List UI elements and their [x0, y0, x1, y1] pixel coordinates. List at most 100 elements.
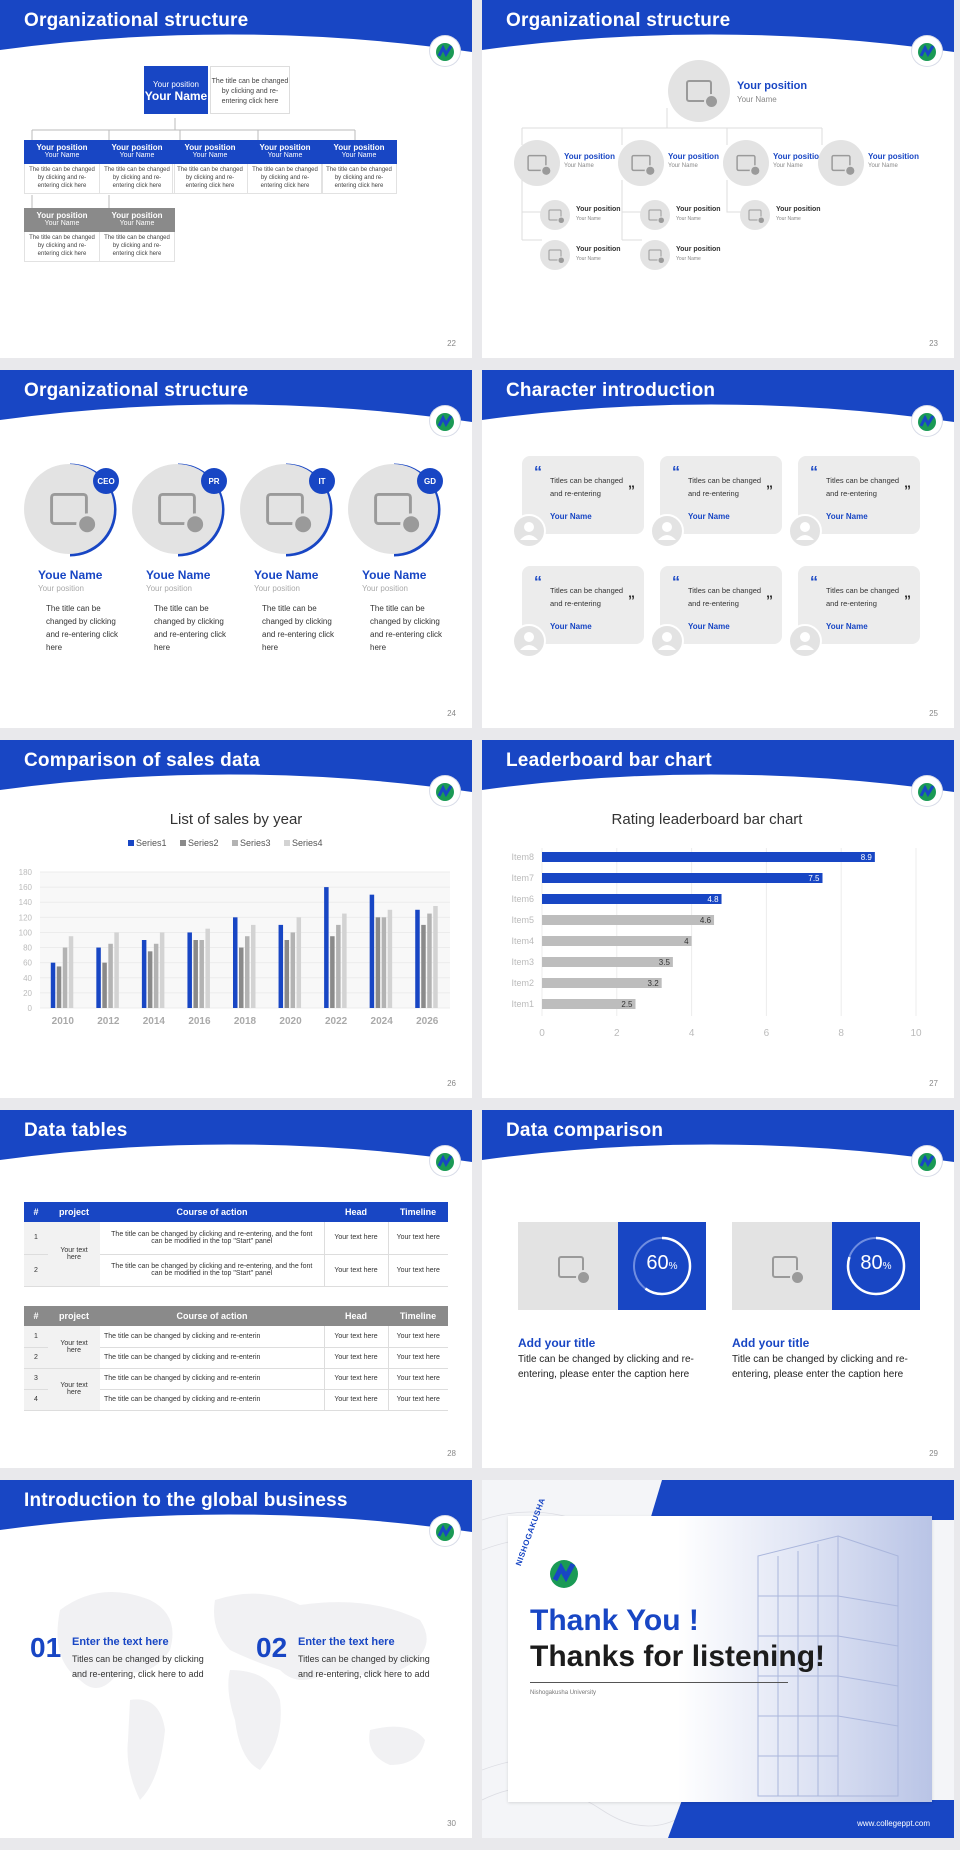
table-cell: Your text here [323, 1326, 388, 1347]
org-sub-member-photo [640, 200, 670, 230]
org-member-position: Your position [868, 152, 919, 161]
bar [147, 951, 153, 1008]
bar [278, 924, 284, 1008]
leaderboard-bar-chart: Rating leaderboard bar chart 0 2 4 6 8 10 Item8… [511, 811, 922, 1039]
data-label: 4.6 [700, 916, 712, 925]
org-member-position: Your position [668, 152, 719, 161]
progress-ring [632, 1236, 692, 1296]
slide-28[interactable]: Data tables # project Course of action H… [0, 1110, 472, 1468]
university-logo [912, 776, 942, 806]
bar [153, 943, 159, 1008]
bar [375, 917, 381, 1008]
bar [50, 962, 56, 1008]
character-name: Your Name [550, 512, 592, 521]
table-cell: The title can be changed by clicking and… [104, 1396, 261, 1403]
card-logo [530, 1540, 580, 1590]
image-placeholder-icon [374, 493, 420, 533]
org-member-photo [618, 140, 664, 186]
y-tick-label: Item3 [511, 957, 534, 967]
org-top-box[interactable]: Your position Your Name [144, 66, 208, 114]
table-header: Course of action [176, 1311, 248, 1321]
table-row: 1 Your text here The title can be change… [24, 1326, 448, 1368]
bar [342, 913, 347, 1008]
org-box[interactable]: Your position Your Name [99, 208, 175, 232]
legend-label: Series4 [292, 838, 323, 848]
page-number: 25 [929, 709, 938, 718]
member-position: Your position [254, 584, 300, 593]
member-badge: IT [309, 468, 335, 494]
legend-swatch [128, 840, 134, 846]
y-tick-label: 120 [19, 913, 33, 922]
org-box[interactable]: Your position Your Name [172, 140, 248, 164]
org-box[interactable]: Your position Your Name [321, 140, 397, 164]
table-header-row: # project Course of action Head Timeline [24, 1202, 448, 1222]
org-box-text: The title can be changed by clicking and… [172, 164, 248, 194]
x-tick-label: 2012 [97, 1016, 120, 1027]
data-table-2: # project Course of action Head Timeline… [24, 1306, 448, 1411]
character-name: Your Name [826, 622, 868, 631]
y-tick-label: Item8 [511, 852, 534, 862]
x-tick-label: 2024 [371, 1016, 394, 1027]
y-tick-label: Item5 [511, 915, 534, 925]
org-box[interactable]: Your position Your Name [247, 140, 323, 164]
quote-close-icon: ” [628, 592, 635, 608]
slide-24[interactable]: Organizational structure CEO Youe Name You… [0, 370, 472, 728]
university-logo [912, 406, 942, 436]
org-box-position: Your position [36, 211, 88, 220]
org-member-position: Your position [564, 152, 615, 161]
slide-26[interactable]: Comparison of sales data List of sales b… [0, 740, 472, 1098]
slide-25[interactable]: Character introduction “ Titles can be ch… [482, 370, 954, 728]
bar [239, 947, 244, 1008]
org-box-text: The title can be changed by clicking and… [247, 164, 323, 194]
y-tick-label: 180 [19, 868, 33, 877]
slide-27[interactable]: Leaderboard bar chart Rating leaderboard… [482, 740, 954, 1098]
character-card[interactable]: “ Titles can be changed and re-entering” Y… [522, 566, 644, 644]
website-link[interactable]: www.collegeppt.com [857, 1819, 930, 1828]
org-sub-position: Your position [776, 206, 821, 213]
org-box-name: Your Name [44, 152, 80, 159]
x-tick-label: 2016 [188, 1016, 211, 1027]
chart-title: List of sales by year [170, 811, 303, 828]
slide-29[interactable]: Data comparison 60% Add your title Title c… [482, 1110, 954, 1468]
bar [96, 947, 101, 1008]
image-placeholder-icon [648, 249, 664, 263]
slide-30[interactable]: Introduction to the global business 01 En… [0, 1480, 472, 1838]
table-row: 2 The title can be changed by clicking a… [24, 1254, 448, 1286]
slide-23[interactable]: Organizational structure Your position Y… [482, 0, 954, 358]
data-label: 4.8 [707, 895, 719, 904]
quote-open-icon: “ [672, 574, 680, 591]
slide-22[interactable]: Organizational structure Your position Y… [0, 0, 472, 358]
x-tick-label: 2020 [279, 1016, 302, 1027]
y-tick-label: Item4 [511, 936, 534, 946]
org-box[interactable]: Your position Your Name [24, 140, 100, 164]
y-tick-label: 0 [28, 1004, 33, 1013]
image-placeholder-icon [748, 209, 764, 223]
table-header: Timeline [399, 1311, 437, 1321]
character-quote: Titles can be changed and re-entering [550, 476, 624, 498]
percent-panel: 80% [832, 1222, 920, 1310]
org-top-name: Your Name [737, 95, 777, 104]
org-box[interactable]: Your position Your Name [99, 140, 175, 164]
bar [324, 887, 329, 1008]
table-cell: Your text here [48, 1368, 100, 1410]
bar [108, 943, 113, 1008]
bar [296, 917, 302, 1008]
table-header: # [33, 1207, 39, 1217]
bar [102, 962, 107, 1008]
table-cell: 4 [24, 1389, 48, 1410]
image-placeholder-panel [732, 1222, 832, 1310]
table-row: 1 Your text here The title can be change… [24, 1222, 448, 1286]
bar [233, 917, 238, 1008]
character-card[interactable]: “ Titles can be changed and re-entering” Y… [660, 566, 782, 644]
image-placeholder-icon [548, 249, 564, 263]
table-cell: 3 [24, 1368, 48, 1389]
y-tick-label: 80 [23, 944, 32, 953]
org-box-name: Your Name [192, 152, 228, 159]
slide-title: Organizational structure [24, 380, 249, 401]
slide-31[interactable]: NISHOGAKUSHA Thank You ! Thanks for list… [482, 1480, 954, 1838]
x-tick-label: 2026 [416, 1016, 439, 1027]
slide-title: Organizational structure [506, 10, 731, 31]
org-box[interactable]: Your position Your Name [24, 208, 100, 232]
table-cell: 2 [24, 1347, 48, 1368]
thanks-subheading: Thanks for listening! [530, 1640, 826, 1673]
